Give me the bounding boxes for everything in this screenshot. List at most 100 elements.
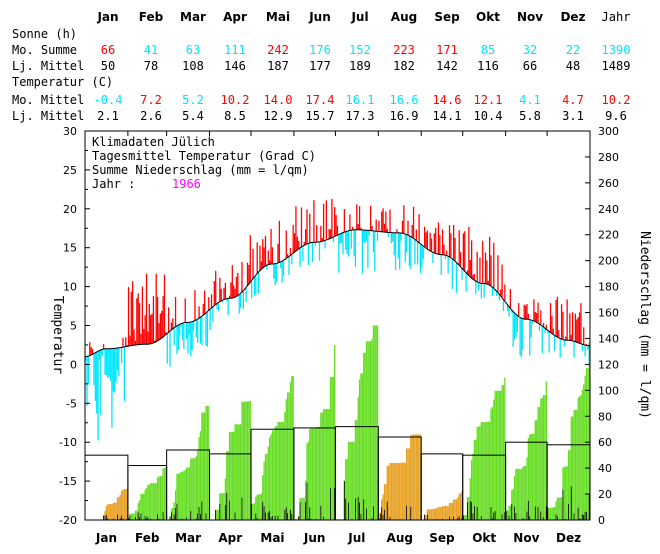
precip-daily-bar bbox=[300, 502, 301, 520]
table-cell: 171 bbox=[436, 43, 458, 57]
temp-deviation-bar bbox=[176, 326, 177, 354]
temp-deviation-bar bbox=[472, 275, 473, 279]
precip-daily-bar bbox=[255, 514, 256, 520]
precip-daily-bar bbox=[206, 513, 207, 520]
precip-cumulative-bar bbox=[160, 476, 161, 520]
precip-cumulative-bar bbox=[431, 509, 432, 520]
precip-cumulative-bar bbox=[280, 422, 281, 520]
precip-cumulative-bar bbox=[254, 503, 255, 520]
temp-deviation-bar bbox=[402, 221, 403, 233]
precip-daily-bar bbox=[491, 507, 492, 520]
precip-cumulative-bar bbox=[180, 472, 181, 520]
precip-daily-bar bbox=[171, 512, 172, 520]
temp-deviation-bar bbox=[562, 312, 563, 340]
y-axis-label-left: Temperatur bbox=[50, 296, 65, 374]
precip-cumulative-bar bbox=[457, 497, 458, 520]
precip-cumulative-bar bbox=[133, 513, 134, 520]
temp-deviation-bar bbox=[169, 332, 170, 367]
temp-deviation-bar bbox=[100, 350, 101, 415]
precip-cumulative-bar bbox=[290, 382, 291, 520]
table-cell: 22 bbox=[566, 43, 580, 57]
precip-daily-bar bbox=[103, 516, 104, 520]
precip-cumulative-bar bbox=[252, 504, 253, 520]
temp-deviation-bar bbox=[252, 249, 253, 279]
precip-cumulative-bar bbox=[485, 422, 486, 520]
table-cell: 16.6 bbox=[390, 93, 419, 107]
precip-cumulative-bar bbox=[428, 509, 429, 520]
table-cell: 7.2 bbox=[140, 93, 162, 107]
precip-cumulative-bar bbox=[376, 326, 377, 521]
precip-cumulative-bar bbox=[178, 473, 179, 520]
table-col-header: Nov bbox=[517, 10, 543, 24]
temp-deviation-bar bbox=[168, 307, 169, 332]
precip-cumulative-bar bbox=[157, 478, 158, 520]
precip-cumulative-bar bbox=[270, 434, 271, 520]
precip-cumulative-bar bbox=[109, 504, 110, 520]
precip-cumulative-bar bbox=[561, 497, 562, 520]
precip-cumulative-bar bbox=[456, 500, 457, 520]
precip-cumulative-bar bbox=[230, 432, 231, 520]
temp-deviation-bar bbox=[313, 200, 314, 242]
temp-deviation-bar bbox=[139, 303, 140, 344]
x-tick-label: Jun bbox=[303, 531, 326, 545]
precip-cumulative-bar bbox=[371, 339, 372, 520]
temp-deviation-bar bbox=[488, 281, 489, 284]
temp-deviation-bar bbox=[493, 243, 494, 288]
table-cell: 17.3 bbox=[346, 109, 375, 123]
y-tick-label-right: 140 bbox=[598, 332, 619, 345]
precip-cumulative-bar bbox=[258, 494, 259, 520]
temp-deviation-bar bbox=[358, 224, 359, 230]
temp-deviation-bar bbox=[583, 327, 584, 344]
table-cell: 10.2 bbox=[221, 93, 250, 107]
precip-daily-bar bbox=[467, 502, 468, 520]
precip-cumulative-bar bbox=[441, 507, 442, 520]
table-cell: 242 bbox=[267, 43, 289, 57]
x-tick-label: Jul bbox=[347, 531, 365, 545]
precip-daily-bar bbox=[568, 504, 569, 520]
temp-deviation-bar bbox=[288, 257, 289, 275]
precip-cumulative-bar bbox=[486, 422, 487, 520]
precip-cumulative-bar bbox=[122, 489, 123, 520]
temp-deviation-bar bbox=[389, 210, 390, 233]
precip-daily-bar bbox=[157, 514, 158, 520]
temp-deviation-bar bbox=[554, 335, 555, 351]
table-cell: 66 bbox=[101, 43, 115, 57]
temp-deviation-bar bbox=[557, 297, 558, 337]
precip-cumulative-bar bbox=[283, 422, 284, 520]
temp-deviation-bar bbox=[548, 331, 549, 353]
temp-deviation-bar bbox=[197, 319, 198, 342]
precip-cumulative-bar bbox=[182, 472, 183, 520]
precip-cumulative-bar bbox=[582, 390, 583, 520]
precip-cumulative-bar bbox=[575, 410, 576, 520]
temp-deviation-bar bbox=[281, 261, 282, 282]
precip-daily-bar bbox=[348, 503, 349, 520]
precip-daily-bar bbox=[201, 501, 202, 520]
precip-cumulative-bar bbox=[434, 509, 435, 520]
precip-cumulative-bar bbox=[537, 407, 538, 520]
precip-cumulative-bar bbox=[275, 426, 276, 520]
legend-year-label: Jahr : bbox=[92, 177, 135, 191]
precip-cumulative-bar bbox=[319, 427, 320, 520]
temp-deviation-bar bbox=[370, 206, 371, 231]
precip-daily-bar bbox=[275, 516, 276, 520]
precip-cumulative-bar bbox=[132, 513, 133, 520]
table-cell: -0.4 bbox=[94, 93, 123, 107]
precip-cumulative-bar bbox=[265, 454, 266, 520]
temp-deviation-bar bbox=[233, 285, 234, 297]
precip-cumulative-bar bbox=[326, 409, 327, 520]
temp-deviation-bar bbox=[140, 334, 141, 345]
precip-daily-bar bbox=[262, 502, 263, 520]
legend-line-3: Summe Niederschlag (mm = l/qm) bbox=[92, 163, 309, 177]
precip-cumulative-bar bbox=[190, 458, 191, 520]
temp-deviation-bar bbox=[277, 244, 278, 263]
precip-daily-bar bbox=[538, 507, 539, 520]
temp-deviation-bar bbox=[147, 331, 148, 344]
precip-daily-bar bbox=[278, 516, 279, 520]
temp-deviation-bar bbox=[434, 233, 435, 252]
temp-deviation-bar bbox=[157, 297, 158, 341]
temp-deviation-bar bbox=[302, 246, 303, 261]
table-cell: 14.0 bbox=[264, 93, 293, 107]
temp-deviation-bar bbox=[573, 341, 574, 358]
precip-daily-bar bbox=[574, 513, 575, 520]
temp-deviation-bar bbox=[125, 337, 126, 346]
